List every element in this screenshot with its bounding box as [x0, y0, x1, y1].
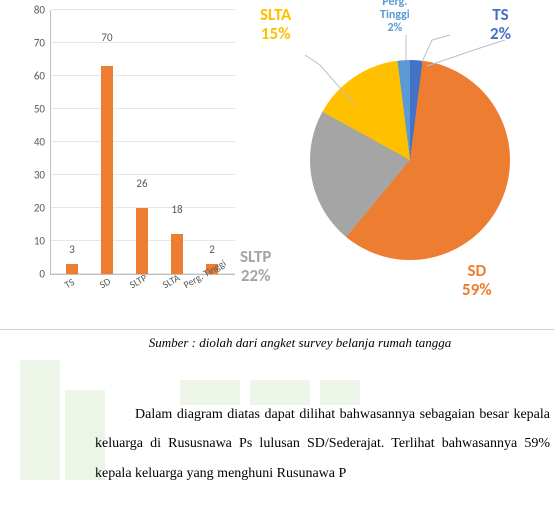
- gridline: 70: [51, 42, 235, 43]
- pie-label-text: 15%: [261, 23, 291, 44]
- gridline: 30: [51, 174, 235, 175]
- pie-label-text: 2%: [387, 21, 402, 35]
- bar-value: 18: [157, 203, 197, 216]
- gridline: 60: [51, 75, 235, 76]
- pie-label-text: Tinggi: [380, 8, 410, 22]
- leader-lines: [250, 0, 550, 330]
- y-tick: 60: [34, 70, 45, 83]
- y-tick: 50: [34, 103, 45, 116]
- bar-slta: [171, 234, 183, 274]
- y-tick: 80: [34, 4, 45, 17]
- bar-chart: 0 10 20 30 40 50 60 70 80 3 70 26 18 2 T…: [20, 0, 245, 330]
- charts-panel: 0 10 20 30 40 50 60 70 80 3 70 26 18 2 T…: [0, 0, 554, 330]
- bar-plot-area: 0 10 20 30 40 50 60 70 80 3 70 26 18 2: [50, 10, 235, 275]
- y-tick: 20: [34, 202, 45, 215]
- pie-label-text: 59%: [462, 279, 492, 300]
- bar-sd: [101, 66, 113, 274]
- bar-sltp: [136, 208, 148, 274]
- pie-label-slta: SLTA 15%: [260, 6, 291, 43]
- pie-chart: SLTA 15% Perg. Tinggi 2% TS 2% SLTP 22% …: [250, 0, 550, 330]
- y-tick: 40: [34, 136, 45, 149]
- bar-value: 70: [87, 31, 127, 44]
- y-tick: 0: [39, 268, 45, 281]
- x-category: SD: [97, 275, 113, 292]
- pie-label-ts: TS 2%: [490, 6, 511, 43]
- x-category: TS: [62, 275, 77, 291]
- bar-value: 26: [122, 177, 162, 190]
- y-tick: 10: [34, 235, 45, 248]
- pie-label-pt: Perg. Tinggi 2%: [380, 0, 410, 36]
- bar-value: 3: [52, 243, 92, 256]
- pie-label-text: 22%: [241, 265, 271, 286]
- y-tick: 70: [34, 37, 45, 50]
- body-text: Dalam diagram diatas dapat dilihat bahwa…: [95, 400, 550, 488]
- body-line: Dalam diagram diatas dapat dilihat bahwa…: [135, 407, 475, 422]
- gridline: 80: [51, 9, 235, 10]
- bg-deco: [20, 360, 60, 480]
- bar-value: 2: [192, 243, 232, 256]
- gridline: 40: [51, 141, 235, 142]
- bar-ts: [66, 264, 78, 274]
- pie-label-text: 2%: [490, 23, 511, 44]
- figure-caption: Sumber : diolah dari angket survey belan…: [80, 335, 520, 351]
- pie-label-sd: SD 59%: [462, 262, 492, 299]
- pie-label-sltp: SLTP 22%: [240, 248, 271, 285]
- y-tick: 30: [34, 169, 45, 182]
- gridline: 50: [51, 108, 235, 109]
